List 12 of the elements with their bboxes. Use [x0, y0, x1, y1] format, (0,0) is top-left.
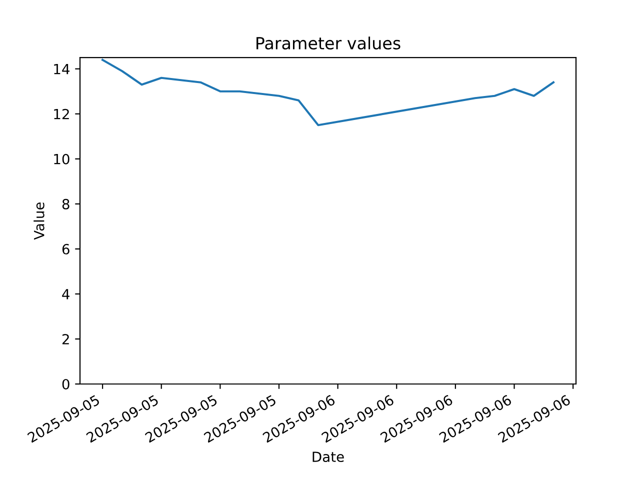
y-tick-label: 0	[62, 378, 70, 390]
y-tick-label: 4	[62, 289, 70, 300]
chart-title: Parameter values	[256, 36, 400, 50]
line-series	[102, 58, 554, 126]
y-tick-label: 14	[54, 64, 70, 74]
y-tick-label: 2	[62, 334, 69, 344]
y-tick-label: 6	[62, 244, 70, 254]
y-tick-label: 12	[54, 108, 69, 120]
y-tick-label: 10	[54, 154, 70, 164]
y-tick-label: 8	[62, 198, 70, 210]
x-axis-title: Date	[312, 452, 344, 462]
y-axis-title: Value	[34, 202, 44, 240]
